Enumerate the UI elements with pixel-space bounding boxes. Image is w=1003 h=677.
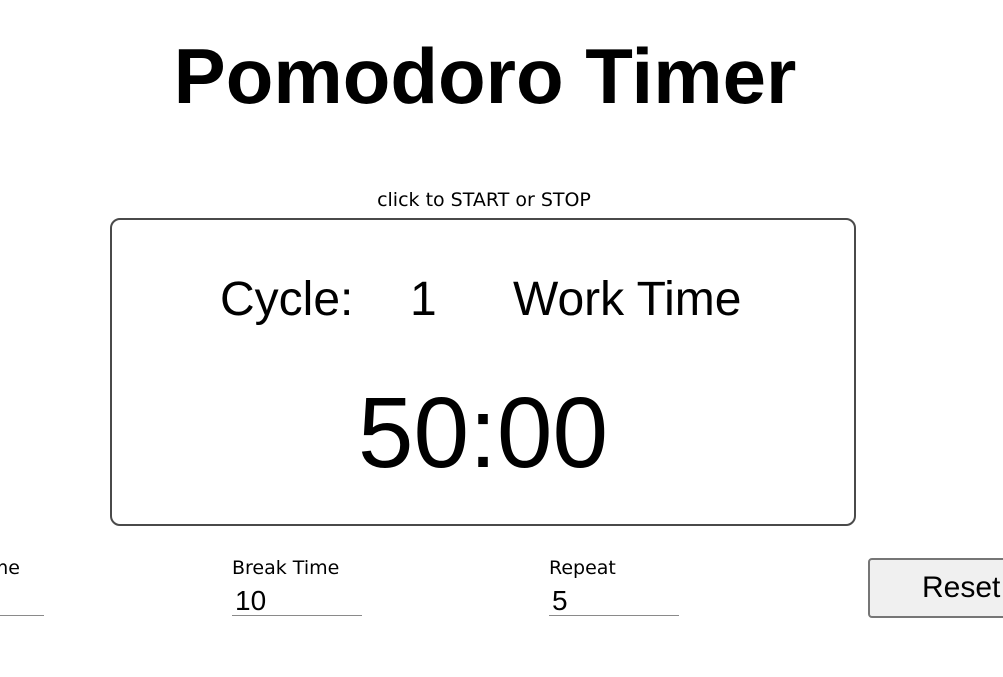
- work-time-field: Work Time: [0, 556, 44, 616]
- cycle-number: 1: [410, 273, 437, 326]
- repeat-input[interactable]: [549, 582, 679, 616]
- reset-button[interactable]: Reset: [868, 558, 1003, 618]
- start-stop-hint: click to START or STOP: [377, 189, 591, 211]
- timer-toggle-area[interactable]: Cycle: 1 Work Time 50:00: [110, 218, 856, 526]
- repeat-field: Repeat: [549, 556, 679, 616]
- phase-label: Work Time: [513, 273, 742, 326]
- work-time-input[interactable]: [0, 582, 44, 616]
- page-title: Pomodoro Timer: [173, 32, 797, 120]
- break-time-input[interactable]: [232, 582, 362, 616]
- break-time-label: Break Time: [232, 557, 340, 579]
- timer-status-row: Cycle: 1 Work Time: [112, 272, 854, 328]
- work-time-label: Work Time: [0, 557, 20, 579]
- break-time-field: Break Time: [232, 556, 362, 616]
- cycle-label: Cycle:: [220, 273, 354, 326]
- repeat-label: Repeat: [549, 557, 616, 579]
- time-display: 50:00: [357, 377, 609, 489]
